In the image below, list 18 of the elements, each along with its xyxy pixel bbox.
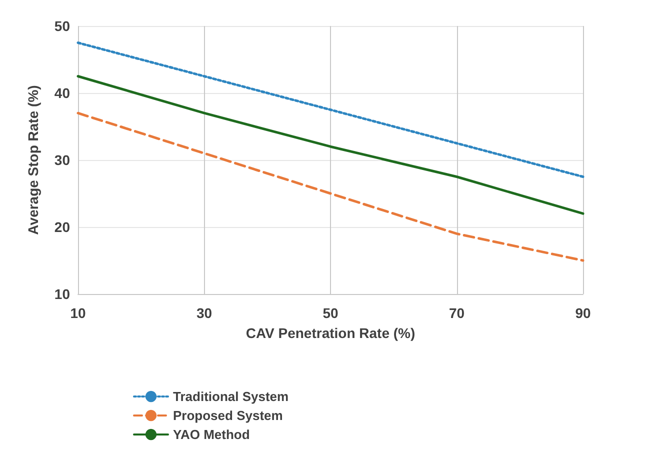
x-tick-label: 30 [196, 305, 212, 321]
y-tick-label: 10 [54, 286, 70, 302]
x-tick-label: 70 [448, 305, 465, 321]
x-tick-label: 50 [322, 305, 338, 321]
x-tick-label: 10 [70, 305, 86, 321]
line-series [76, 112, 584, 262]
line-series [76, 42, 584, 178]
y-tick-label: 40 [54, 85, 70, 101]
legend-label: YAO Method [173, 427, 250, 442]
y-tick-label: 50 [54, 18, 70, 34]
line-series [76, 75, 584, 215]
y-tick-label: 30 [54, 152, 70, 168]
legend-label: Traditional System [173, 389, 289, 404]
y-axis-title: Average Stop Rate (%) [25, 85, 41, 235]
x-tick-label: 90 [575, 305, 591, 321]
legend-label: Proposed System [173, 408, 283, 423]
x-axis-title: CAV Penetration Rate (%) [246, 325, 416, 341]
y-tick-label: 20 [54, 219, 70, 235]
